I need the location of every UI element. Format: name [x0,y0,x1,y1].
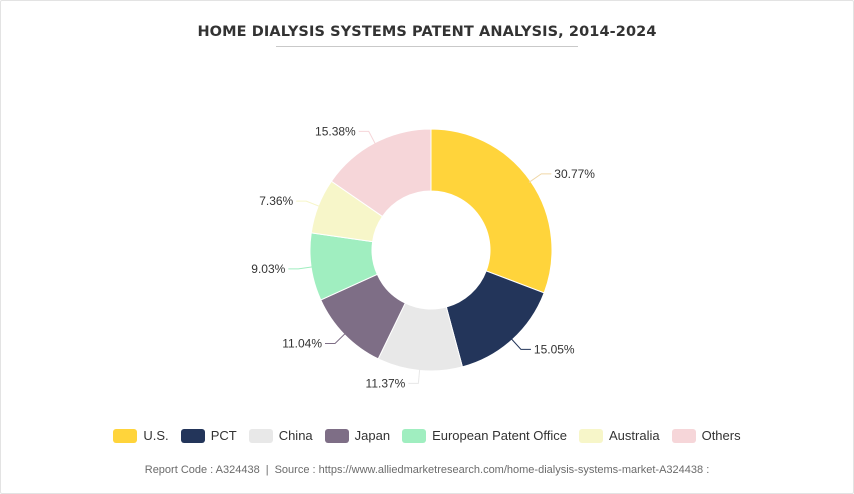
chart-title: HOME DIALYSIS SYSTEMS PATENT ANALYSIS, 2… [197,24,657,40]
data-label-european-patent-office: 9.03% [251,262,285,276]
footer-separator: | [265,464,269,476]
legend-item-european-patent-office[interactable]: European Patent Office [402,428,567,443]
data-label-japan: 11.04% [282,336,322,350]
leader-line-japan [325,332,347,344]
legend-item-china[interactable]: China [248,428,313,443]
legend-swatch-european-patent-office [402,428,427,443]
slices-group [309,128,553,372]
legend-swatch-pct [180,428,205,443]
legend-item-japan[interactable]: Japan [324,428,391,443]
leader-line-china [408,368,421,384]
legend-label-others: Others [701,428,741,443]
legend-label-japan: Japan [354,428,391,443]
report-code: Report Code : A324438 [144,464,260,476]
legend-item-australia[interactable]: Australia [579,428,660,443]
legend-label-u-s: U.S. [143,428,169,443]
legend-swatch-japan [324,428,349,443]
leader-line-u-s [528,173,552,183]
legend-swatch-australia [579,428,603,443]
legend-swatch-china [248,428,273,443]
slice-others [330,128,432,218]
legend-label-china: China [278,428,313,443]
legend-swatch-u-s [113,428,138,443]
leader-line-pct [510,337,531,350]
slice-u-s [430,128,553,294]
legend-label-australia: Australia [609,428,660,443]
data-label-pct: 15.05% [534,342,575,356]
chart-legend: U.S. PCT China Japan European Patent Office A… [0,428,854,443]
data-label-u-s: 30.77% [554,167,595,181]
legend-label-european-patent-office: European Patent Office [432,428,567,443]
legend-label-pct: PCT [210,428,237,443]
legend-swatch-others [671,428,696,443]
data-labels-group: 30.77% 15.05% 11.37% 11.04% 9.03% 7.36% 15.38% [251,124,595,390]
leader-line-australia [296,200,321,208]
data-label-others: 15.38% [315,124,356,138]
leader-line-european-patent-office [288,266,314,270]
leader-line-others [358,130,377,145]
data-label-australia: 7.36% [259,194,293,208]
source-footer: Report Code : A324438 | Source : https://w… [0,464,854,476]
data-label-china: 11.37% [366,376,406,390]
legend-item-u-s[interactable]: U.S. [113,428,169,443]
legend-item-pct[interactable]: PCT [180,428,237,443]
source-text: Source : https://www.alliedmarketresearc… [274,464,710,476]
leader-lines-group [288,130,552,384]
legend-item-others[interactable]: Others [671,428,741,443]
title-underline [276,46,578,47]
